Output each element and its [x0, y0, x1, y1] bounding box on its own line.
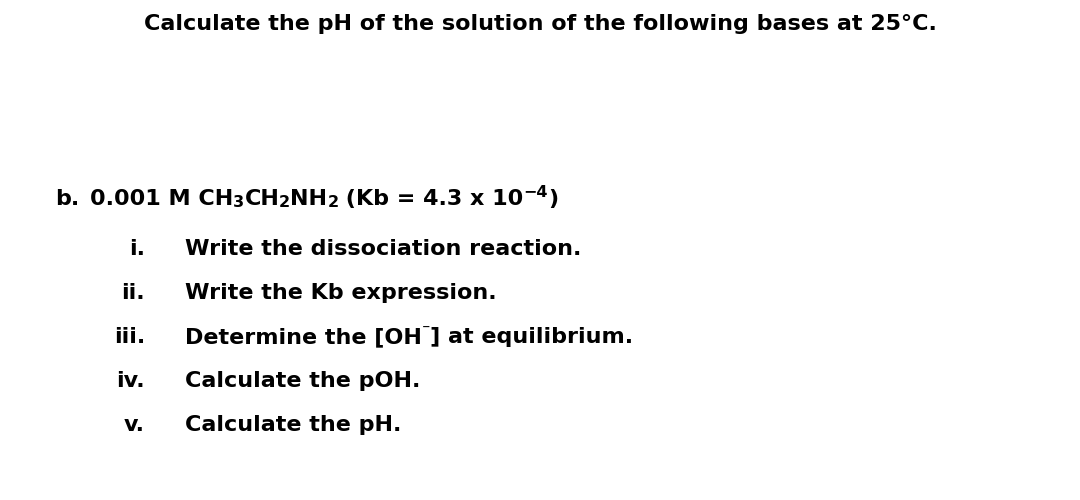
Text: −4: −4 — [524, 186, 549, 200]
Text: iv.: iv. — [117, 371, 145, 391]
Text: NH: NH — [291, 189, 327, 209]
Text: ): ) — [549, 189, 558, 209]
Text: ⁻: ⁻ — [422, 324, 430, 338]
Text: 2: 2 — [280, 195, 291, 210]
Text: v.: v. — [124, 415, 145, 435]
Text: b.: b. — [55, 189, 79, 209]
Text: 2: 2 — [327, 195, 338, 210]
Text: 0.001 M CH: 0.001 M CH — [90, 189, 233, 209]
Text: Write the Kb expression.: Write the Kb expression. — [185, 283, 497, 303]
Text: Calculate the pOH.: Calculate the pOH. — [185, 371, 420, 391]
Text: 3: 3 — [233, 195, 244, 210]
Text: Calculate the pH of the solution of the following bases at 25°C.: Calculate the pH of the solution of the … — [144, 14, 936, 34]
Text: Determine the [OH: Determine the [OH — [185, 327, 422, 347]
Text: i.: i. — [129, 239, 145, 259]
Text: ] at equilibrium.: ] at equilibrium. — [430, 327, 634, 347]
Text: CH: CH — [244, 189, 280, 209]
Text: ii.: ii. — [121, 283, 145, 303]
Text: Write the dissociation reaction.: Write the dissociation reaction. — [185, 239, 581, 259]
Text: (Kb = 4.3 x 10: (Kb = 4.3 x 10 — [338, 189, 524, 209]
Text: Calculate the pH.: Calculate the pH. — [185, 415, 402, 435]
Text: iii.: iii. — [113, 327, 145, 347]
